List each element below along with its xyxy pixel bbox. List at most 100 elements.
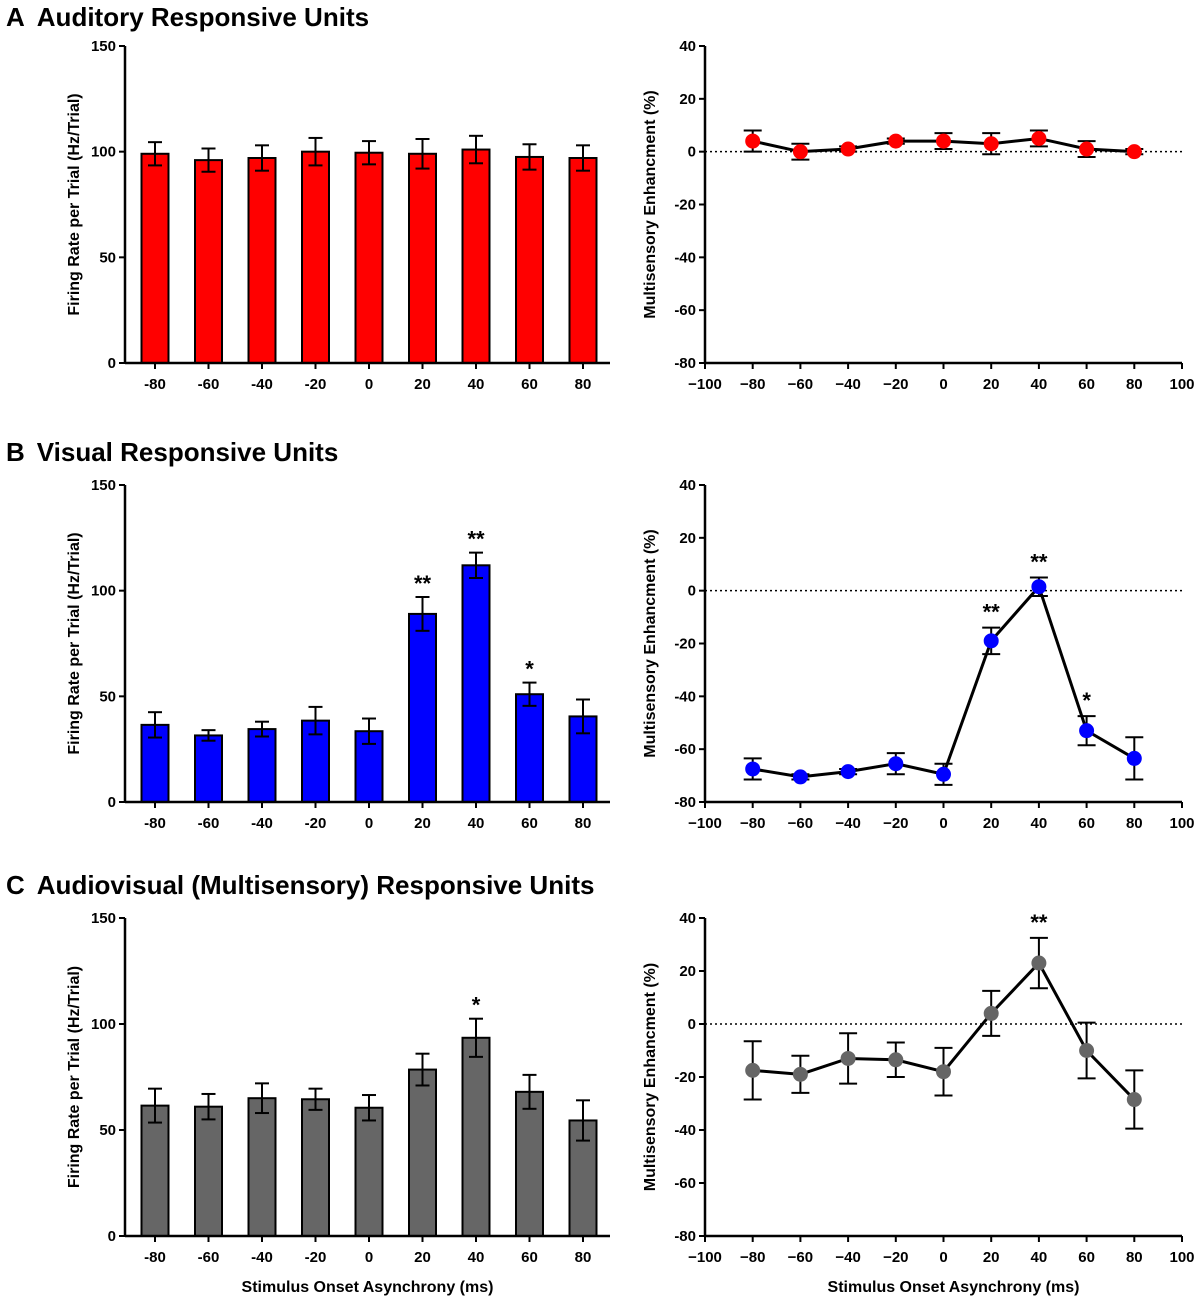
x-tick-label: 40 [1031,1249,1048,1266]
data-point [1126,750,1142,766]
y-tick-label: -60 [674,302,696,319]
significance-label: ** [983,600,1001,625]
y-tick-label: 50 [99,688,116,705]
x-tick-label: 60 [1078,376,1095,393]
x-tick-label: −60 [788,376,813,393]
x-tick-label: −100 [688,1249,722,1266]
x-tick-label: -40 [251,1249,273,1266]
x-tick-label: 60 [521,376,538,393]
x-tick-label: 0 [939,376,947,393]
bar [194,734,223,803]
x-tick-label: 0 [365,1249,373,1266]
y-tick-label: -40 [674,249,696,266]
data-point [888,133,904,149]
data-point [840,141,856,157]
data-point [983,1005,999,1021]
x-tick-label: −40 [835,815,860,832]
y-tick-label: -20 [674,1069,696,1086]
bar [515,693,544,803]
panel-a-line-chart: -80 -60 -40 -20 0 20 40 −100 −80 −60 −40 −20 0 20 40 60… [642,38,1195,393]
x-tick-label: 60 [521,1249,538,1266]
y-axis-label: Firing Rate per Trial (Hz/Trial) [66,966,83,1188]
panel-b-title-text: Visual Responsive Units [36,437,339,467]
x-tick-label: 20 [414,376,431,393]
x-tick-label: 20 [983,1249,1000,1266]
y-tick-label: -40 [674,688,696,705]
data-point [745,133,761,149]
x-tick-label: −40 [835,1249,860,1266]
data-point [792,144,808,160]
x-tick-label: −20 [883,1249,908,1266]
y-tick-label: 0 [108,1228,116,1245]
data-point [840,1050,856,1066]
y-tick-label: -80 [674,794,696,811]
bar [354,1106,384,1237]
y-tick-label: 150 [91,910,116,927]
x-tick-label: -20 [305,1249,327,1266]
panel-b-letter: B [6,437,25,467]
data-point [1031,579,1047,595]
x-tick-label: -20 [305,376,327,393]
data-point [840,764,856,780]
data-point [888,756,904,772]
significance-label: ** [1030,910,1048,935]
data-point [1079,141,1095,157]
panel-c-line-chart: -80 -60 -40 -20 0 20 40 −100 −80 −60 −40 −20 0 20 40 60… [642,910,1195,1296]
y-tick-label: 20 [679,530,696,547]
x-tick-label: −60 [788,1249,813,1266]
data-point [1079,723,1095,739]
significance-label: ** [414,571,432,596]
y-tick-label: -80 [674,1228,696,1245]
x-tick-label: 0 [365,376,373,393]
x-tick-label: 40 [468,376,485,393]
bar [408,152,437,364]
x-tick-label: 60 [1078,815,1095,832]
significance-label: ** [467,527,485,552]
y-tick-label: -60 [674,741,696,758]
panel-a-bar-chart: -80 -60 -40 -20 0 20 40 60 80 0 50 100 150 Firing Rat… [66,38,610,393]
x-tick-label: 40 [468,1249,485,1266]
y-tick-label: 20 [679,91,696,108]
y-axis-label: Multisensory Enhancment (%) [642,963,659,1191]
y-axis-label: Multisensory Enhancment (%) [642,529,659,757]
data-point [1126,144,1142,160]
significance-label: * [525,657,534,682]
y-tick-label: 40 [679,910,696,927]
bar [461,564,491,803]
x-tick-label: 20 [983,376,1000,393]
x-tick-label: 40 [1031,376,1048,393]
x-tick-label: 20 [414,815,431,832]
bar [194,159,223,364]
panel-c-title-text: Audiovisual (Multisensory) Responsive Un… [36,870,595,900]
significance-label: * [472,993,481,1018]
panel-b-line-chart: -80 -60 -40 -20 0 20 40 −100 −80 −60 −40 −20 0 20 40 60… [642,477,1195,832]
x-tick-label: −100 [688,376,722,393]
panel-a-title: A Auditory Responsive Units [6,2,369,33]
bar [301,1098,330,1238]
bar [140,1104,170,1237]
x-tick-label: -60 [198,376,220,393]
x-tick-label: 100 [1169,376,1194,393]
y-tick-label: -60 [674,1175,696,1192]
x-tick-label: −60 [788,815,813,832]
bar [408,1068,437,1237]
bar [247,1097,277,1237]
x-tick-label: -80 [144,376,166,393]
x-tick-label: −40 [835,376,860,393]
x-tick-label: −20 [883,815,908,832]
y-axis-label: Firing Rate per Trial (Hz/Trial) [66,532,83,754]
bar [194,1105,223,1238]
y-tick-label: 100 [91,144,116,161]
bar [301,150,330,364]
data-point [745,761,761,777]
data-point [1079,1043,1095,1058]
y-tick-label: -20 [674,197,696,214]
y-tick-label: 0 [688,144,696,161]
bar [247,157,277,364]
x-tick-label: 20 [414,1249,431,1266]
x-tick-label: 80 [575,1249,592,1266]
x-axis-label: Stimulus Onset Asynchrony (ms) [242,1279,494,1296]
y-tick-label: 50 [99,249,116,266]
y-tick-label: -40 [674,1122,696,1139]
